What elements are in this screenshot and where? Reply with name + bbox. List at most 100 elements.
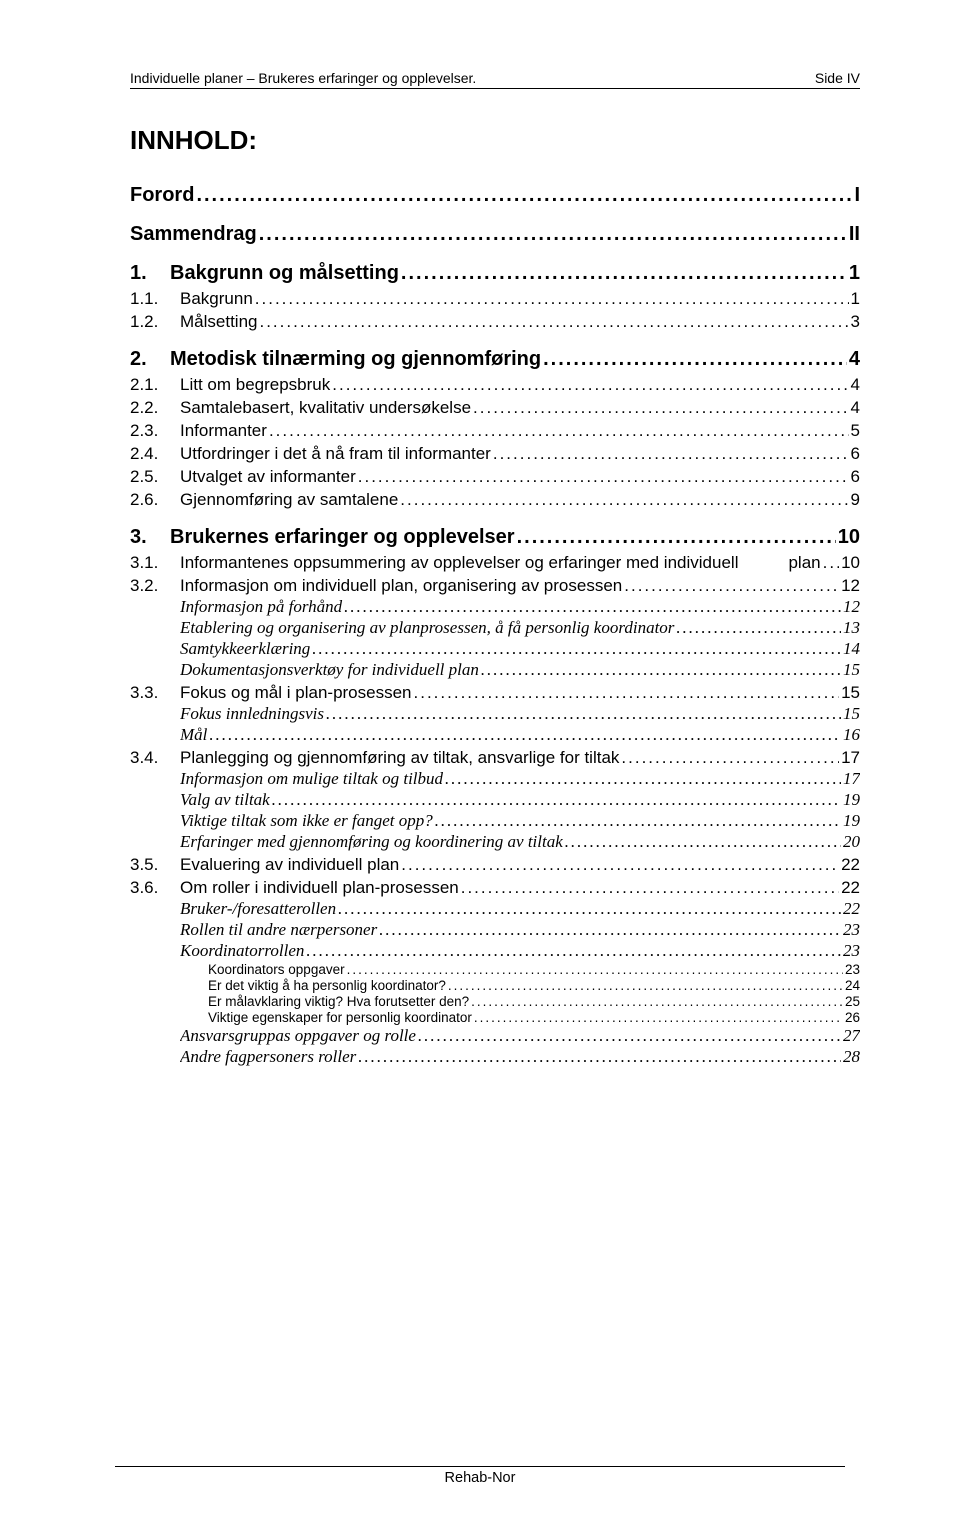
toc-entry: Fokus innledningsvis 15 <box>180 704 860 724</box>
toc-page: 13 <box>843 618 860 638</box>
toc-text: Om roller i individuell plan-prosessen <box>180 878 459 898</box>
toc-text: Etablering og organisering av planproses… <box>180 618 674 638</box>
toc-text: Forord <box>130 184 194 207</box>
toc-number: 3.5. <box>130 855 180 875</box>
toc-text: Erfaringer med gjennomføring og koordine… <box>180 832 563 852</box>
toc-entry: 3.Brukernes erfaringer og opplevelser10 <box>130 526 860 549</box>
toc-text: Evaluering av individuell plan <box>180 855 399 875</box>
toc-text: Viktige tiltak som ikke er fanget opp? <box>180 811 433 831</box>
toc-entry: 3.2.Informasjon om individuell plan, org… <box>130 576 860 596</box>
toc-number: 2.4. <box>130 444 180 464</box>
toc-page: 14 <box>843 639 860 659</box>
toc-entry: 1.Bakgrunn og målsetting1 <box>130 262 860 285</box>
toc-page: 6 <box>851 467 860 487</box>
toc-page: 15 <box>843 704 860 724</box>
toc-page: I <box>854 184 860 207</box>
toc-page: 15 <box>841 683 860 703</box>
toc-text: Fokus innledningsvis <box>180 704 324 724</box>
toc-entry: 1.1.Bakgrunn1 <box>130 289 860 309</box>
toc-page: 28 <box>843 1047 860 1067</box>
toc-page: 17 <box>843 769 860 789</box>
toc-text: Planlegging og gjennomføring av tiltak, … <box>180 748 619 768</box>
toc-entry: Rollen til andre nærpersoner23 <box>180 920 860 940</box>
toc-page: 26 <box>845 1010 860 1025</box>
toc-entry: 2.2.Samtalebasert, kvalitativ undersøkel… <box>130 398 860 418</box>
toc-entry: Valg av tiltak 19 <box>180 790 860 810</box>
toc-page: 5 <box>851 421 860 441</box>
toc-page: 20 <box>843 832 860 852</box>
toc-text: Utfordringer i det å nå fram til informa… <box>180 444 491 464</box>
toc-entry: Dokumentasjonsverktøy for individuell pl… <box>180 660 860 680</box>
toc-text: Bruker-/foresatterollen <box>180 899 336 919</box>
toc-text: Samtykkeerklæring <box>180 639 310 659</box>
toc-text: Litt om begrepsbruk <box>180 375 330 395</box>
toc-entry: 3.3.Fokus og mål i plan-prosessen 15 <box>130 683 860 703</box>
toc-entry: Viktige tiltak som ikke er fanget opp? 19 <box>180 811 860 831</box>
toc-entry: Forord I <box>130 184 860 207</box>
toc-page: 24 <box>845 978 860 993</box>
toc-text: Er målavklaring viktig? Hva forutsetter … <box>208 994 469 1009</box>
toc-entry: 3.5.Evaluering av individuell plan22 <box>130 855 860 875</box>
toc-entry: 3.1.Informantenes oppsummering av opplev… <box>130 553 860 573</box>
toc-page: 4 <box>849 348 860 371</box>
toc-text: Fokus og mål i plan-prosessen <box>180 683 412 703</box>
toc-entry: 3.6.Om roller i individuell plan-prosess… <box>130 878 860 898</box>
toc-text: Viktige egenskaper for personlig koordin… <box>208 1010 472 1025</box>
toc-title: INNHOLD: <box>130 125 860 156</box>
toc-page: 6 <box>851 444 860 464</box>
toc-page: 19 <box>843 811 860 831</box>
toc-page: 9 <box>851 490 860 510</box>
toc-entry: Bruker-/foresatterollen22 <box>180 899 860 919</box>
toc-page: 25 <box>845 994 860 1009</box>
toc-number: 3.1. <box>130 553 180 573</box>
toc-number: 2.2. <box>130 398 180 418</box>
toc-text: Mål <box>180 725 207 745</box>
toc-entry: Viktige egenskaper for personlig koordin… <box>208 1010 860 1025</box>
toc-page: II <box>849 223 860 246</box>
toc-number: 2.3. <box>130 421 180 441</box>
toc-number: 2. <box>130 348 170 371</box>
header-right: Side IV <box>815 70 860 86</box>
toc-text: Ansvarsgruppas oppgaver og rolle <box>180 1026 416 1046</box>
toc-page: 10 <box>838 526 860 549</box>
toc-page: 23 <box>843 941 860 961</box>
toc-number: 1.1. <box>130 289 180 309</box>
toc-text: Koordinators oppgaver <box>208 962 345 977</box>
toc-entry: 3.4.Planlegging og gjennomføring av tilt… <box>130 748 860 768</box>
toc-entry: Etablering og organisering av planproses… <box>180 618 860 638</box>
toc-page: 23 <box>845 962 860 977</box>
toc-page: 1 <box>851 289 860 309</box>
toc-text: Utvalget av informanter <box>180 467 356 487</box>
toc-text: Informantenes oppsummering av opplevelse… <box>180 553 738 573</box>
toc-page: 12 <box>841 576 860 596</box>
toc-entry: Informasjon om mulige tiltak og tilbud 17 <box>180 769 860 789</box>
toc-number: 2.1. <box>130 375 180 395</box>
toc-text: Bakgrunn og målsetting <box>170 262 399 285</box>
header-left: Individuelle planer – Brukeres erfaringe… <box>130 70 476 86</box>
toc-entry: 2.4.Utfordringer i det å nå fram til inf… <box>130 444 860 464</box>
toc-page: 4 <box>851 375 860 395</box>
toc-entry: Informasjon på forhånd12 <box>180 597 860 617</box>
toc-entry: 2.3.Informanter 5 <box>130 421 860 441</box>
toc-entry: 2.Metodisk tilnærming og gjennomføring4 <box>130 348 860 371</box>
toc-page: 4 <box>851 398 860 418</box>
toc-text: Informasjon om mulige tiltak og tilbud <box>180 769 443 789</box>
toc-entry: Mål16 <box>180 725 860 745</box>
toc-page: 22 <box>841 878 860 898</box>
toc-text: Valg av tiltak <box>180 790 270 810</box>
toc-entry: Sammendrag II <box>130 223 860 246</box>
toc-page: 1 <box>849 262 860 285</box>
toc-number: 3.2. <box>130 576 180 596</box>
toc-entry: Er målavklaring viktig? Hva forutsetter … <box>208 994 860 1009</box>
toc-entry: Ansvarsgruppas oppgaver og rolle27 <box>180 1026 860 1046</box>
toc-page: 19 <box>843 790 860 810</box>
toc-text: Informanter <box>180 421 267 441</box>
toc-entry: Er det viktig å ha personlig koordinator… <box>208 978 860 993</box>
toc-page: 3 <box>851 312 860 332</box>
toc-text: Andre fagpersoners roller <box>180 1047 356 1067</box>
toc-number: 3.3. <box>130 683 180 703</box>
toc-text: Brukernes erfaringer og opplevelser <box>170 526 515 549</box>
toc-text: Informasjon om individuell plan, organis… <box>180 576 622 596</box>
page-footer: Rehab-Nor <box>115 1466 845 1486</box>
toc-text: Sammendrag <box>130 223 257 246</box>
